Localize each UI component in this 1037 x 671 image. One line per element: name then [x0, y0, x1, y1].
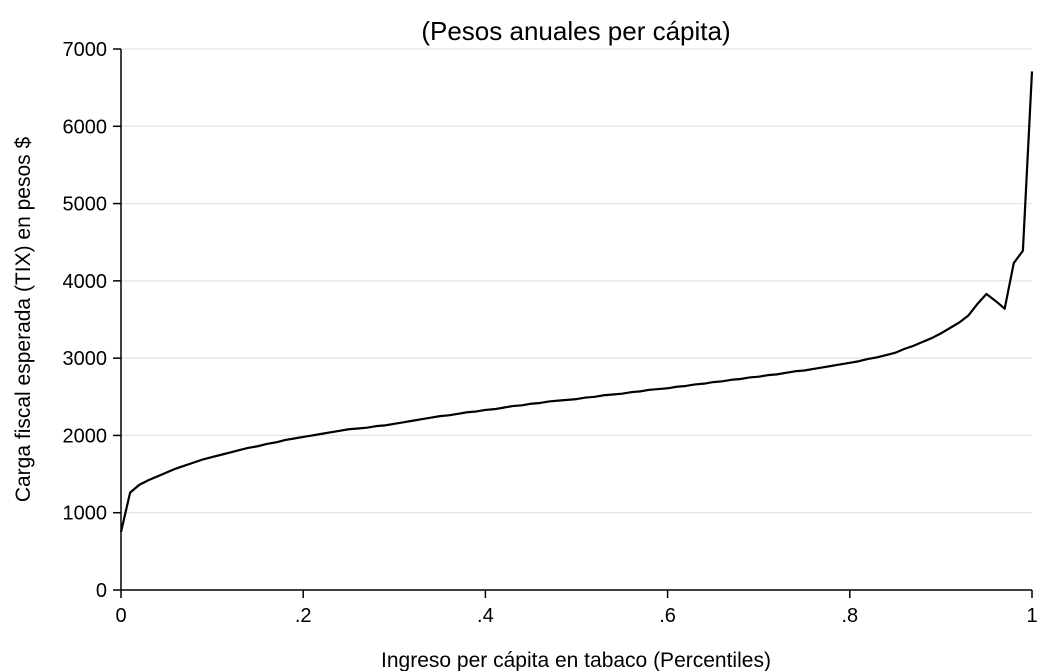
gridlines — [121, 48, 1032, 514]
x-tick-label-0: 0 — [115, 605, 126, 627]
y-tick-label-1: 1000 — [63, 503, 108, 525]
axes — [120, 49, 1032, 591]
y-tick-label-7: 7000 — [63, 39, 108, 61]
y-tick-label-5: 5000 — [63, 194, 108, 216]
x-axis-title: Ingreso per cápita en tabaco (Percentile… — [381, 649, 771, 671]
y-tick-label-2: 2000 — [63, 425, 108, 447]
y-tick-label-6: 6000 — [63, 116, 108, 138]
ticks: 0 1000 2000 3000 4000 5000 6000 7000 0 .2 .4 .6 .8 1 — [63, 39, 1037, 627]
x-tick-label-4: .8 — [841, 605, 858, 627]
y-axis-title: Carga fiscal esperada (TIX) en pesos $ — [12, 137, 35, 503]
chart-title: (Pesos anuales per cápita) — [421, 16, 730, 46]
y-tick-label-4: 4000 — [63, 271, 108, 293]
x-tick-label-3: .6 — [659, 605, 676, 627]
x-tick-label-2: .4 — [477, 605, 494, 627]
x-tick-label-1: .2 — [295, 605, 312, 627]
x-tick-label-5: 1 — [1026, 605, 1037, 627]
y-tick-label-3: 3000 — [63, 348, 108, 370]
series — [119, 71, 1034, 533]
y-tick-label-0: 0 — [96, 580, 107, 602]
series-line-0 — [119, 71, 1034, 533]
